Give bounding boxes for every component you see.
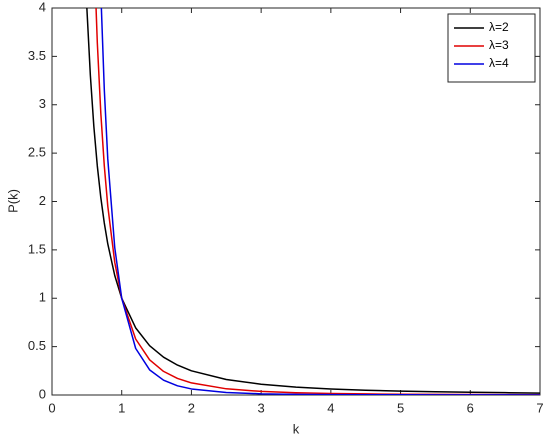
x-tick-label: 1 [118, 400, 125, 415]
y-axis-label: P(k) [5, 189, 20, 213]
x-tick-label: 6 [467, 400, 474, 415]
y-tick-label: 0 [39, 386, 46, 401]
line-series [100, 8, 540, 395]
y-tick-label: 1 [39, 290, 46, 305]
legend-label: λ=3 [489, 38, 509, 52]
x-tick-label: 2 [188, 400, 195, 415]
y-tick-label: 1.5 [28, 241, 46, 256]
legend-box [447, 13, 536, 83]
y-tick-label: 2.5 [28, 145, 46, 160]
y-tick-label: 3 [39, 96, 46, 111]
y-tick-label: 0.5 [28, 338, 46, 353]
line-series [86, 8, 540, 394]
x-tick-label: 5 [397, 400, 404, 415]
x-axis-label: k [293, 421, 300, 436]
x-tick-label: 3 [258, 400, 265, 415]
x-tick-label: 4 [327, 400, 334, 415]
x-tick-label: 0 [48, 400, 55, 415]
y-tick-label: 4 [39, 0, 46, 14]
legend-label: λ=2 [489, 20, 509, 34]
y-tick-label: 3.5 [28, 48, 46, 63]
legend-label: λ=4 [489, 56, 509, 70]
x-tick-label: 7 [536, 400, 543, 415]
plot-lines [86, 8, 540, 395]
y-tick-label: 2 [39, 193, 46, 208]
